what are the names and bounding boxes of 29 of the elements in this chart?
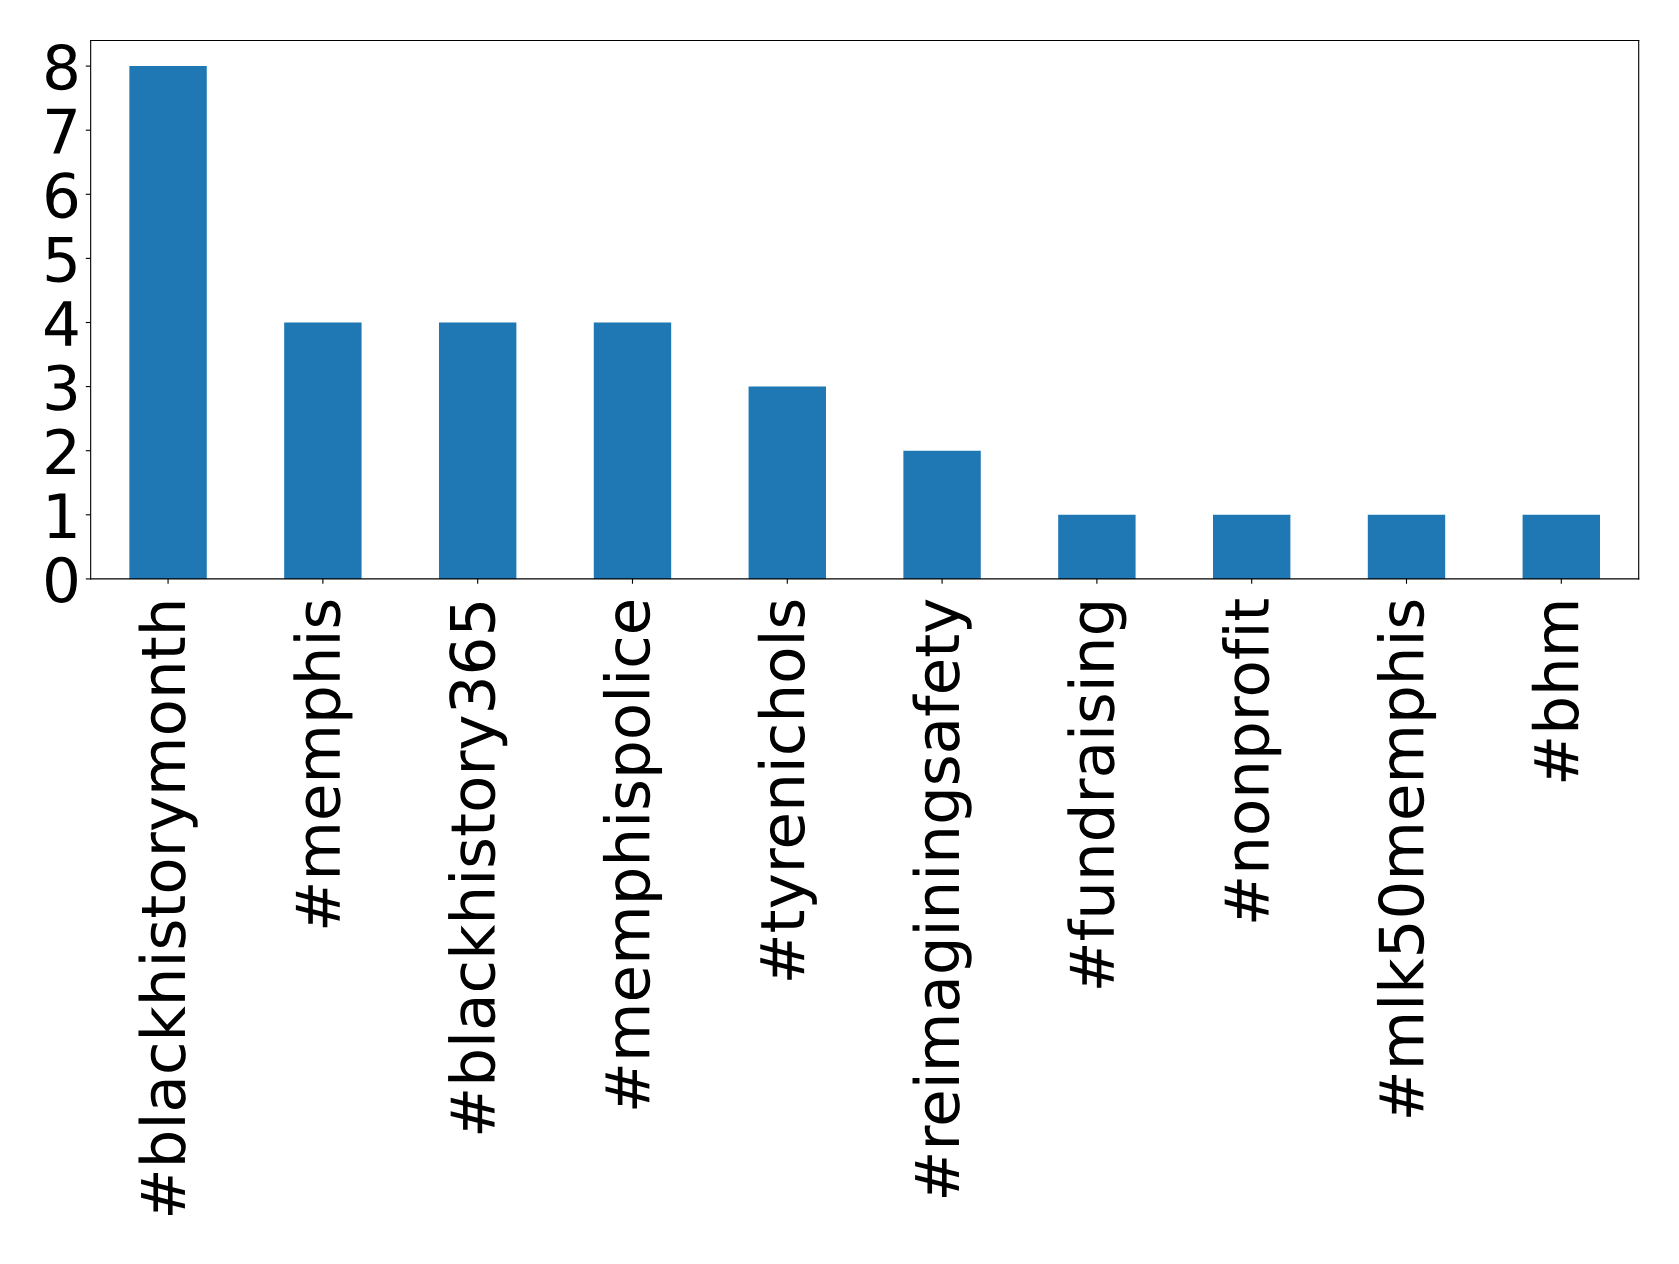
x-tick-label: #blackhistorymonth [138, 602, 198, 1215]
x-tick-label: #memphispolice [602, 600, 663, 1109]
y-tick-label: 1 [48, 493, 76, 539]
x-tick-label: #tyrenichols [757, 600, 817, 980]
x-tick-label: #reimaginingsafety [912, 599, 972, 1197]
y-tick-label: 7 [47, 108, 76, 154]
bar [903, 450, 981, 579]
bar [129, 66, 207, 579]
y-tick-label: 2 [46, 428, 75, 474]
x-tick-label: #memphis [293, 600, 353, 928]
y-tick-label: 5 [46, 237, 76, 283]
y-tick-label: 4 [45, 301, 78, 346]
x-tick-label: #mlk50memphis [1376, 600, 1437, 1117]
bar [284, 322, 362, 579]
y-tick-label: 0 [46, 556, 77, 603]
y-tick-label: 8 [46, 43, 77, 91]
x-tick-label: #blackhistory365 [448, 603, 508, 1134]
bar [1212, 514, 1291, 579]
bar [1058, 514, 1136, 579]
x-tick-label: #bhm [1531, 602, 1580, 782]
y-tick-label: 6 [46, 172, 78, 219]
bar [438, 322, 517, 579]
x-tick-label: #fundraising [1067, 603, 1127, 988]
x-tick-label: #nonprofit [1222, 599, 1282, 922]
bar [1522, 514, 1600, 579]
bar [593, 322, 672, 579]
y-tick-label: 3 [46, 364, 77, 411]
bar [1367, 514, 1446, 579]
bar [748, 386, 826, 579]
